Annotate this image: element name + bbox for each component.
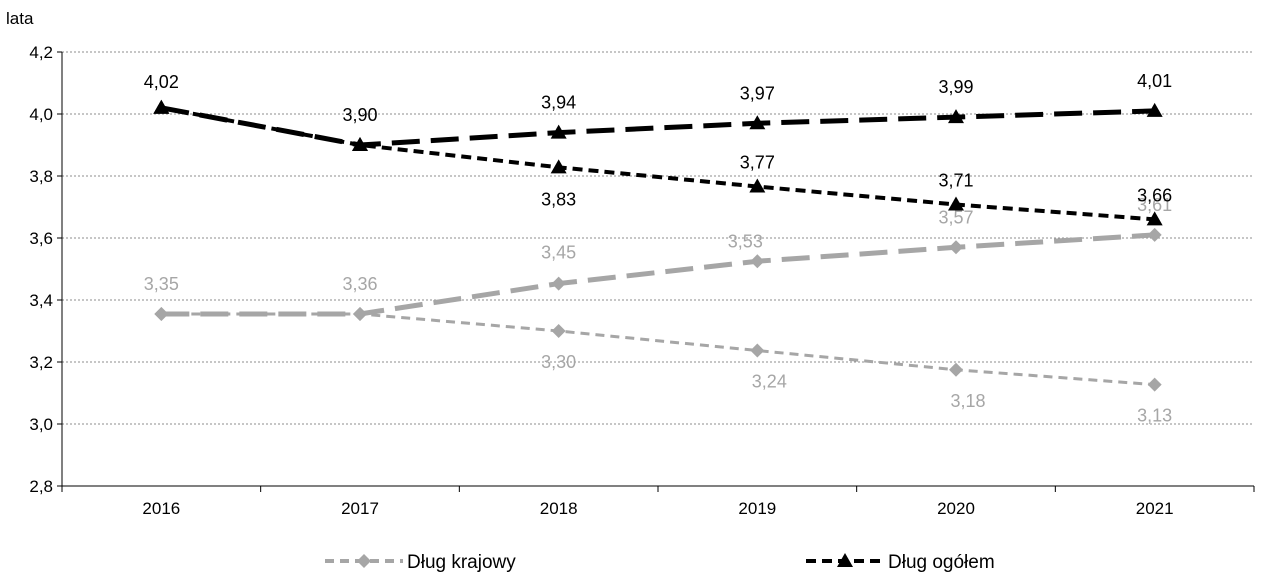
data-label: 3,83: [541, 189, 576, 209]
legend-item: Dług ogółem: [806, 552, 995, 573]
diamond-marker: [353, 306, 367, 321]
diamond-marker: [551, 276, 566, 291]
data-label: 3,61: [1137, 195, 1172, 215]
data-label: 3,57: [938, 207, 973, 227]
data-label: 3,35: [144, 274, 179, 294]
data-label: 3,66: [1137, 185, 1172, 205]
triangle-marker: [352, 137, 368, 151]
data-label: 3,97: [740, 83, 775, 103]
data-label: 3,18: [950, 391, 985, 411]
data-label: 3,45: [541, 243, 576, 263]
data-label: 3,30: [541, 352, 576, 372]
diamond-marker: [357, 554, 371, 568]
series-0: [154, 306, 1162, 392]
data-labels: 3,35 3,36 3,30 3,24 3,18 3,13 3,45 3,53 3,57 3,61…: [144, 71, 1172, 426]
y-tick-label: 4,0: [29, 105, 53, 124]
series-1: [154, 227, 1162, 321]
series-2: [153, 99, 1163, 226]
triangle-marker: [550, 159, 567, 174]
axes: 2,8 3,0 3,2 3,4 3,6 3,8 4,0 4,2 2016 2017 2018 2019…: [29, 43, 1255, 518]
y-tick-label: 4,2: [29, 43, 53, 62]
series-group: [153, 99, 1163, 392]
series-3: [153, 99, 1163, 151]
triangle-marker: [1146, 211, 1163, 226]
diamond-marker: [949, 362, 963, 377]
y-tick-label: 2,8: [29, 477, 53, 496]
x-tick-label: 2016: [142, 499, 180, 518]
triangle-marker: [837, 553, 853, 567]
triangle-marker: [948, 109, 964, 124]
series-line: [160, 105, 1155, 222]
y-tick-label: 3,2: [29, 353, 53, 372]
y-tick-label: 3,6: [29, 229, 53, 248]
y-tick-label: 3,0: [29, 415, 53, 434]
data-label: 3,24: [752, 372, 787, 392]
data-label: 3,36: [342, 274, 377, 294]
legend-label: Dług krajowy: [407, 552, 516, 573]
x-tick-label: 2019: [738, 499, 776, 518]
legend: Dług krajowy Dług ogółem: [325, 552, 995, 573]
x-tick-label: 2021: [1136, 499, 1174, 518]
triangle-marker: [749, 178, 766, 193]
legend-label: Dług ogółem: [888, 552, 995, 573]
data-label: 3,90: [342, 105, 377, 125]
triangle-marker: [550, 124, 567, 139]
legend-item: Dług krajowy: [325, 552, 516, 573]
x-tick-label: 2018: [540, 499, 578, 518]
triangle-marker: [948, 196, 964, 211]
data-label: 3,53: [728, 231, 763, 251]
diamond-marker: [1147, 227, 1162, 242]
diamond-marker: [551, 324, 566, 338]
triangle-marker: [1146, 102, 1163, 117]
series-line: [161, 232, 1155, 317]
diamond-marker: [750, 254, 765, 269]
y-tick-label: 3,4: [29, 291, 53, 310]
y-axis-label: lata: [6, 9, 34, 28]
data-label: 4,01: [1137, 71, 1172, 91]
data-label: 3,13: [1137, 406, 1172, 426]
series-line: [160, 105, 1155, 148]
x-tick-label: 2017: [341, 499, 379, 518]
data-label: 3,71: [938, 171, 973, 191]
data-label: 4,02: [144, 72, 179, 92]
x-tick-label: 2020: [937, 499, 975, 518]
diamond-marker: [1147, 377, 1162, 392]
data-label: 3,94: [541, 93, 576, 113]
data-label: 3,99: [938, 77, 973, 97]
diamond-marker: [750, 343, 765, 358]
diamond-marker: [154, 306, 169, 321]
y-tick-label: 3,8: [29, 167, 53, 186]
diamond-marker: [949, 240, 963, 255]
triangle-marker: [749, 115, 766, 130]
series-line: [161, 312, 1155, 387]
data-label: 3,77: [740, 153, 775, 173]
triangle-marker: [153, 99, 170, 114]
